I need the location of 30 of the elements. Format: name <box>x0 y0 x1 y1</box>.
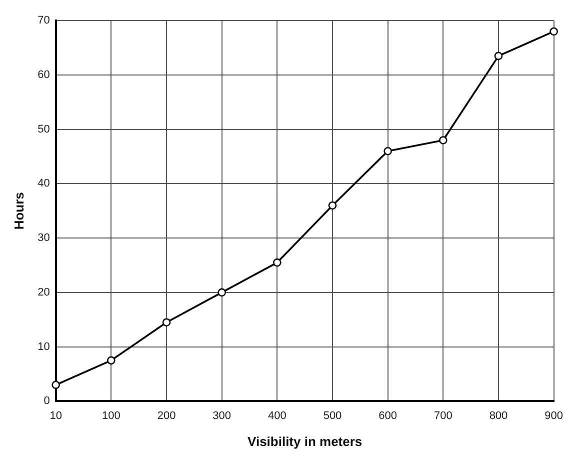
point <box>550 27 558 36</box>
x-tick-label: 400 <box>268 410 286 422</box>
y-tick-label: 30 <box>38 232 50 244</box>
y-tick-label: 60 <box>38 69 50 82</box>
x-tick-label: 500 <box>323 410 342 422</box>
x-tick-label: 800 <box>489 410 508 422</box>
point <box>162 318 171 327</box>
x-tick-label: 100 <box>102 410 120 422</box>
point <box>384 146 392 156</box>
y-tick-label: 50 <box>38 123 50 136</box>
point <box>494 52 503 60</box>
x-tick-label: 700 <box>434 410 452 422</box>
y-tick-label: 70 <box>38 14 50 27</box>
point <box>273 258 282 267</box>
point <box>218 288 226 297</box>
x-tick-label: 200 <box>157 410 176 422</box>
point <box>439 136 448 144</box>
point <box>107 356 116 365</box>
y-axis-title: Hours <box>11 192 26 230</box>
x-tick-label: 10 <box>50 410 62 422</box>
y-tick-label: 20 <box>38 286 50 298</box>
point <box>52 380 60 390</box>
y-tick-label: 10 <box>38 340 50 353</box>
point <box>328 201 337 210</box>
y-tick-label: 40 <box>38 178 50 190</box>
x-tick-label: 300 <box>212 410 232 422</box>
x-tick-label: 600 <box>378 410 398 422</box>
x-tick-label: 900 <box>544 410 564 422</box>
x-axis-title: Visibility in meters <box>248 434 362 449</box>
y-tick-label: 0 <box>44 395 50 408</box>
